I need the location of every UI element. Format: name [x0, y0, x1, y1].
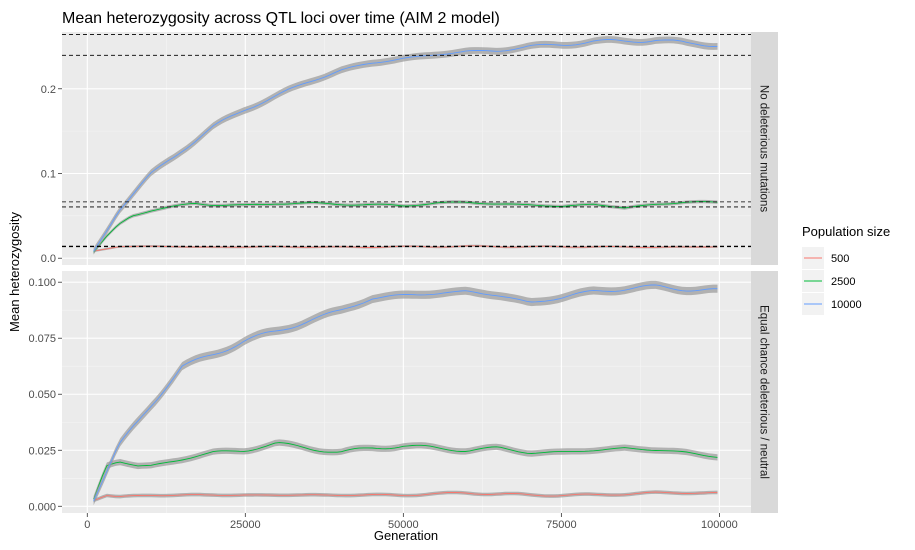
facet-strip: [751, 271, 778, 513]
series-line-10000: [93, 284, 718, 502]
facet-strip-label: Equal chance deleterious / neutral: [758, 305, 770, 479]
x-tick-label: 100000: [701, 519, 738, 531]
x-tick-label: 50000: [388, 519, 419, 531]
y-tick-label: 0.1: [41, 168, 56, 180]
y-tick-label: 0.0: [41, 253, 56, 265]
y-axis-title: Mean heterozygosity: [7, 212, 22, 332]
legend-title: Population size: [802, 224, 890, 239]
y-tick-label: 0.050: [28, 389, 56, 401]
facet-panel: 0.0 0.1 0.2 No deleterious mutations: [41, 32, 778, 265]
y-tick-label: 0.075: [28, 333, 56, 345]
series-ribbon-10000: [93, 280, 718, 506]
panel-background: [62, 32, 751, 265]
x-tick-label: 0: [84, 519, 90, 531]
series-ribbon-500: [93, 490, 718, 503]
y-tick-label: 0.000: [28, 501, 56, 513]
facet-panel: 0.000 0.025 0.050 0.075 0.100 Equal chance de…: [28, 271, 778, 513]
chart-title: Mean heterozygosity across QTL loci over…: [62, 10, 500, 27]
series-ribbon-2500: [93, 199, 718, 254]
y-tick-label: 0.025: [28, 445, 56, 457]
series-line-10000: [93, 39, 718, 252]
facets: 0.00.10.2 No deleterious mutations0.0000.…: [28, 32, 778, 531]
legend: Population size 500 2500 10000: [802, 224, 890, 315]
series-line-500: [93, 491, 718, 501]
legend-label-10000: 10000: [831, 299, 862, 311]
x-tick-label: 25000: [230, 519, 261, 531]
y-tick-label: 0.2: [41, 84, 56, 96]
series-line-2500: [93, 442, 718, 500]
y-tick-label: 0.100: [28, 277, 56, 289]
x-axis-title: Generation: [374, 528, 438, 543]
x-tick-label: 75000: [546, 519, 577, 531]
panel-background: [62, 271, 751, 513]
series-line-2500: [93, 201, 718, 253]
legend-label-2500: 2500: [831, 276, 855, 288]
legend-label-500: 500: [831, 253, 849, 265]
facet-strip: [751, 32, 778, 265]
facet-strip-label: No deleterious mutations: [758, 85, 770, 212]
